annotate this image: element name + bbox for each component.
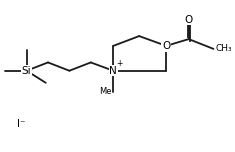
Text: +: + bbox=[116, 59, 123, 68]
Text: N: N bbox=[110, 66, 117, 76]
Text: Me: Me bbox=[99, 87, 112, 96]
Text: Si: Si bbox=[22, 66, 31, 76]
Text: I⁻: I⁻ bbox=[17, 119, 25, 129]
Text: O: O bbox=[162, 41, 170, 51]
Text: CH₃: CH₃ bbox=[216, 44, 232, 53]
Text: O: O bbox=[185, 15, 193, 24]
